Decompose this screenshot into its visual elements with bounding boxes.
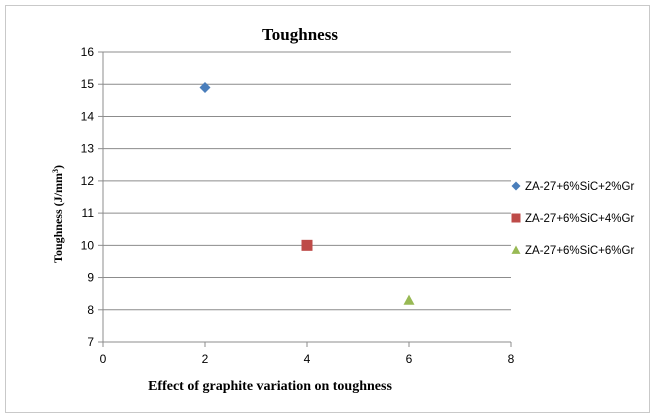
x-tick-label-4: 4 [304,352,311,366]
y-tick-label-13: 13 [81,142,95,156]
y-tick-label-14: 14 [81,109,95,123]
y-tick-label-16: 16 [81,45,95,59]
y-tick-labels: 7 8 9 10 11 12 13 14 15 16 [81,45,95,349]
chart-title: Toughness [262,25,338,44]
data-point-series-3-1 [403,294,415,305]
x-tick-label-6: 6 [406,352,413,366]
y-tick-label-11: 11 [82,206,95,220]
legend-marker-2 [511,213,521,223]
y-tick-label-15: 15 [81,77,95,91]
data-point-series-2-1 [301,239,313,251]
legend-marker-1 [511,181,521,191]
x-tick-label-2: 2 [202,352,209,366]
legend-label-2: ZA-27+6%SiC+4%Gr [525,213,634,225]
x-tick-labels: 0 2 4 6 8 [100,352,515,366]
y-tick-label-12: 12 [81,174,95,188]
chart-area [5,5,650,413]
y-tick-label-10: 10 [81,238,95,252]
y-axis-label: Toughness (J/mm3) [51,165,66,263]
y-tick-label-9: 9 [87,271,94,285]
data-point-series-1-1 [199,81,211,93]
x-axis-label: Effect of graphite variation on toughnes… [148,379,392,394]
x-tick-label-0: 0 [100,352,107,366]
data-points [199,81,415,305]
x-tick-label-8: 8 [508,352,515,366]
legend-marker-3 [511,245,521,254]
legend: ZA-27+6%SiC+2%Gr ZA-27+6%SiC+4%Gr ZA-27+6%… [511,181,634,257]
y-tick-label-7: 7 [87,335,94,349]
gridlines [103,51,511,343]
legend-label-3: ZA-27+6%SiC+6%Gr [525,245,634,257]
axes [98,51,512,347]
legend-label-1: ZA-27+6%SiC+2%Gr [525,181,634,193]
y-tick-label-8: 8 [87,303,94,317]
